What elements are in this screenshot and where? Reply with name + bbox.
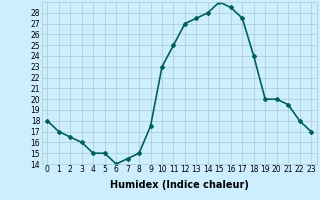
X-axis label: Humidex (Indice chaleur): Humidex (Indice chaleur) — [110, 180, 249, 190]
